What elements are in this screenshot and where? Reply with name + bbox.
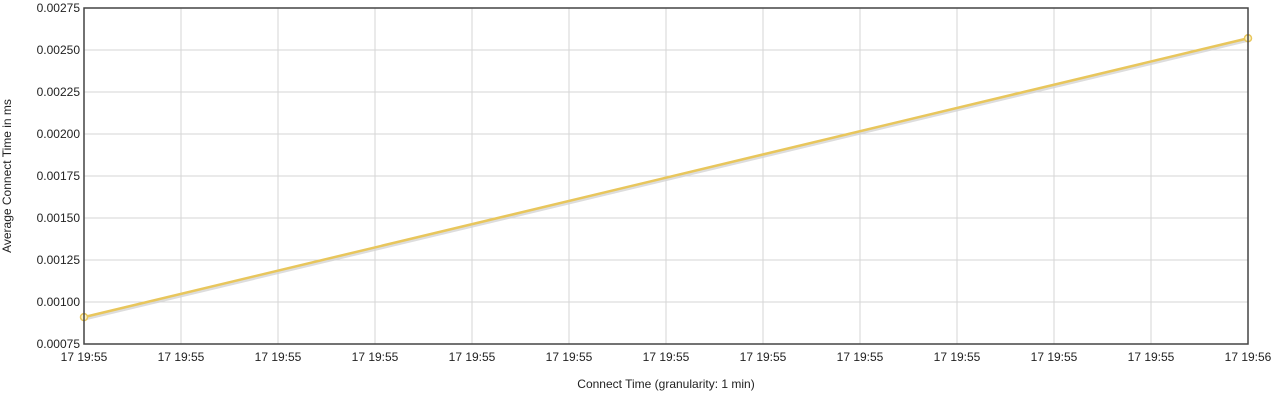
x-tick-label: 17 19:55 — [255, 350, 302, 364]
grid — [83, 7, 1249, 345]
x-tick-label: 17 19:55 — [546, 350, 593, 364]
y-tick-label: 0.00275 — [37, 1, 81, 15]
x-axis-ticks: 17 19:55 17 19:55 17 19:55 17 19:55 17 19:55… — [61, 350, 1272, 364]
x-tick-label: 17 19:56 — [1225, 350, 1272, 364]
x-tick-label: 17 19:55 — [352, 350, 399, 364]
x-tick-label: 17 19:55 — [934, 350, 981, 364]
y-tick-label: 0.00150 — [37, 211, 81, 225]
x-tick-label: 17 19:55 — [449, 350, 496, 364]
y-tick-label: 0.00225 — [37, 85, 81, 99]
y-tick-label: 0.00250 — [37, 43, 81, 57]
y-tick-label: 0.00175 — [37, 169, 81, 183]
series-layer — [79, 33, 1253, 322]
x-tick-label: 17 19:55 — [158, 350, 205, 364]
x-tick-label: 17 19:55 — [61, 350, 108, 364]
y-tick-label: 0.00200 — [37, 127, 81, 141]
y-tick-label: 0.00100 — [37, 295, 81, 309]
series-line-shadow — [83, 38, 1249, 321]
x-tick-label: 17 19:55 — [740, 350, 787, 364]
x-tick-label: 17 19:55 — [643, 350, 690, 364]
x-tick-label: 17 19:55 — [1128, 350, 1175, 364]
y-axis-label: Average Connect Time in ms — [0, 99, 14, 253]
y-tick-label: 0.00075 — [37, 337, 81, 351]
x-tick-label: 17 19:55 — [837, 350, 884, 364]
series-line — [83, 37, 1249, 319]
x-tick-label: 17 19:55 — [1031, 350, 1078, 364]
y-axis-ticks: 0.00075 0.00100 0.00125 0.00150 0.00175 0.002… — [37, 1, 81, 351]
x-axis-label: Connect Time (granularity: 1 min) — [577, 377, 754, 391]
plot-frame — [83, 7, 1249, 345]
y-tick-label: 0.00125 — [37, 253, 81, 267]
